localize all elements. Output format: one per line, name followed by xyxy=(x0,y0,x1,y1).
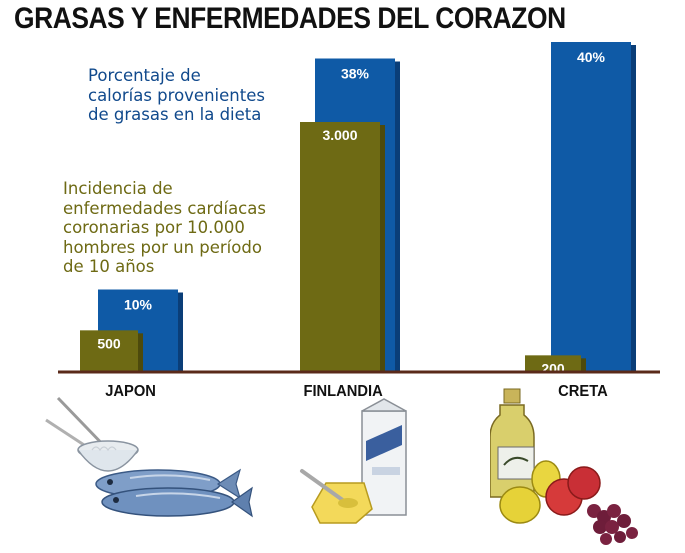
incidence-bar-creta xyxy=(525,355,586,372)
fat-bar-creta-rect xyxy=(551,42,631,372)
incidence-bar-finlandia-rect xyxy=(300,122,380,372)
milk-and-butter-illustration xyxy=(300,398,407,524)
incidence-bar-japon-rect xyxy=(80,330,138,372)
fat-bar-label-japon: 10% xyxy=(124,297,153,313)
legend-fat-line: Porcentaje de xyxy=(88,66,201,85)
incidence-bar-finlandia xyxy=(300,122,385,372)
legend-incidence-line: hombres por un período xyxy=(63,237,262,257)
legend-incidence-line: coronarias por 10.000 xyxy=(63,218,245,237)
legend-fat-line: de grasas en la dieta xyxy=(88,105,262,124)
bars-layer: 10% 500 38% 3.000 40% 200 xyxy=(80,42,636,376)
legend-incidence: Incidencia de enfermedades cardíacas cor… xyxy=(63,179,313,277)
fat-bar-creta xyxy=(551,42,636,372)
category-label-finlandia: FINLANDIA xyxy=(303,383,383,400)
incidence-bar-label-creta: 200 xyxy=(541,360,565,376)
incidence-bar-label-finlandia: 3.000 xyxy=(322,127,357,143)
olive-oil-and-fruit-illustration xyxy=(490,388,638,545)
incidence-bar-japon xyxy=(80,330,143,372)
chart-title: GRASAS Y ENFERMEDADES DEL CORAZON xyxy=(14,2,566,35)
incidence-bar-label-japon: 500 xyxy=(97,335,121,351)
category-label-japon: JAPON xyxy=(105,383,156,400)
fat-bar-label-finlandia: 38% xyxy=(341,66,370,82)
legend-fat-line: calorías provenientes xyxy=(88,85,265,105)
fish-and-rice-illustration xyxy=(45,396,253,518)
legend-incidence-line: enfermedades cardíacas xyxy=(63,198,266,218)
legend-fat: Porcentaje de calorías provenientes de g… xyxy=(88,66,308,125)
category-label-creta: CRETA xyxy=(558,383,608,400)
legend-incidence-line: Incidencia de xyxy=(63,179,173,198)
legend-incidence-line: de 10 años xyxy=(63,257,155,276)
incidence-bar-creta-rect xyxy=(525,355,581,372)
fat-bar-label-creta: 40% xyxy=(577,49,606,65)
